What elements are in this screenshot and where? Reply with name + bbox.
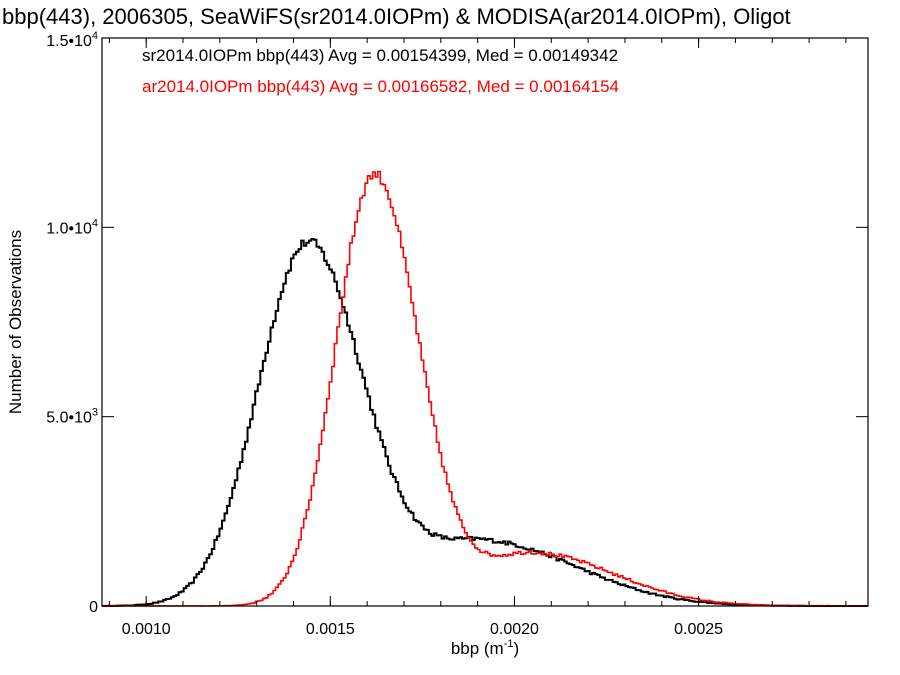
x-tick-label: 0.0010 (122, 621, 171, 638)
x-axis-label: bbp (m-1) (451, 638, 519, 658)
y-axis-label: Number of Observations (6, 230, 25, 414)
y-tick-label: 5.0•103 (46, 407, 98, 427)
x-tick-label: 0.0015 (306, 621, 355, 638)
legend-entry-sr2014: sr2014.0IOPm bbp(443) Avg = 0.00154399, … (142, 46, 618, 65)
plot-frame (101, 37, 869, 607)
y-axis-ticks: 0 5.0•103 1.0•104 1.5•104 (46, 30, 868, 616)
x-tick-label: 0.0025 (674, 621, 723, 638)
series-line-ar2014.0IOPm (102, 170, 868, 607)
chart-title: bbp(443), 2006305, SeaWiFS(sr2014.0IOPm)… (2, 4, 791, 29)
x-tick-label: 0.0020 (490, 621, 539, 638)
y-tick-label: 0 (89, 599, 98, 616)
y-tick-label: 1.5•104 (46, 30, 98, 50)
x-axis-ticks: 0.0010 0.0015 0.0020 0.0025 (108, 38, 847, 638)
series-layer (102, 170, 868, 607)
legend-entry-ar2014: ar2014.0IOPm bbp(443) Avg = 0.00166582, … (142, 77, 619, 96)
y-tick-label: 1.0•104 (46, 217, 98, 237)
